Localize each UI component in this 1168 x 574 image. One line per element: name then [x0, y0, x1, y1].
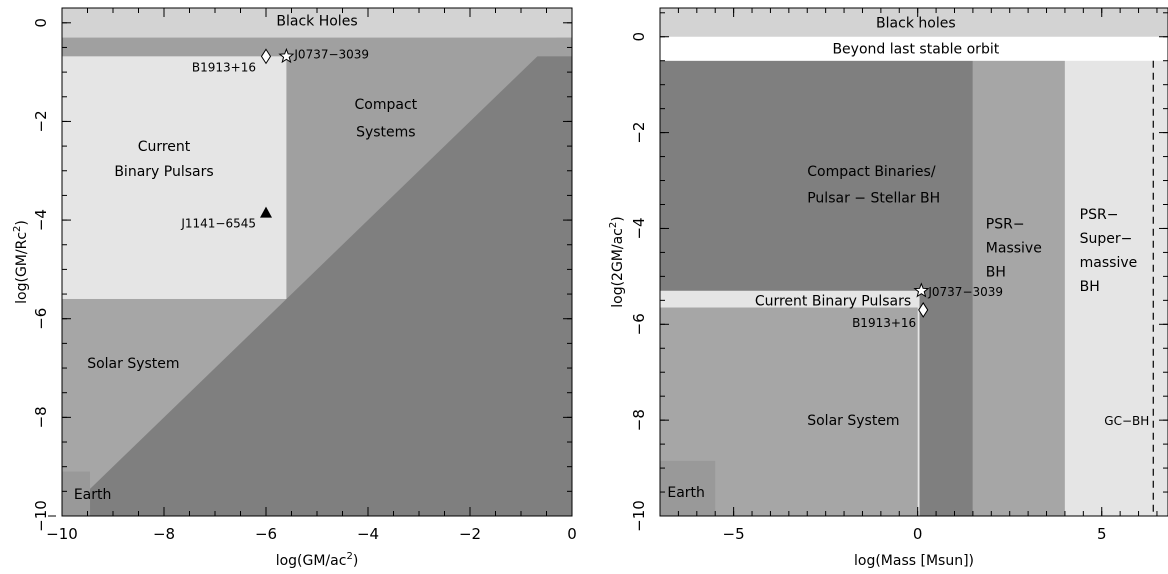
black-holes-label: Black holes [876, 15, 956, 31]
data-point-label: B1913+16 [192, 60, 256, 74]
psr-supermassive-bh-region [1064, 60, 1168, 516]
data-point-marker [260, 206, 272, 218]
data-point-label: J0737−3039 [927, 285, 1003, 299]
beyond-orbit-label: Beyond last stable orbit [832, 42, 999, 58]
earth-label: Earth [74, 487, 112, 503]
psr-massive-label: BH [986, 265, 1006, 281]
gc-bh-label: GC−BH [1104, 414, 1149, 428]
data-point-label: J1141−6545 [180, 217, 256, 231]
psr-massive-label: PSR− [986, 217, 1025, 233]
earth-label: Earth [667, 485, 705, 501]
x-tick-label: 0 [567, 525, 577, 543]
y-tick-label: −4 [630, 217, 648, 239]
y-tick-label: −8 [32, 406, 50, 428]
data-point-label: J0737−3039 [293, 47, 369, 61]
data-point-marker [918, 302, 929, 318]
solar-system-label: Solar System [87, 356, 179, 372]
chart-left-panel: Black Holes Compact Systems Current Binary P… [12, 7, 577, 569]
x-tick-label: −8 [153, 525, 175, 543]
x-tick-label: −10 [46, 525, 78, 543]
binary-pulsars-label: Binary Pulsars [114, 164, 213, 180]
x-tick-label: −4 [357, 525, 379, 543]
x-tick-label: 0 [913, 525, 923, 543]
y-tick-label: −6 [32, 308, 50, 330]
binary-pulsars-label: Current Binary Pulsars [755, 293, 911, 309]
compact-systems-label: Systems [356, 124, 416, 140]
y-tick-label: −10 [32, 500, 50, 532]
data-point-marker [278, 47, 295, 64]
y-tick-label: −2 [32, 110, 50, 132]
y-tick-label: −4 [32, 209, 50, 231]
compact-binaries-label: Compact Binaries/ [807, 164, 936, 180]
y-tick-label: 0 [32, 18, 50, 28]
compact-systems-region [62, 37, 572, 517]
y-axis-label: log(GM/Rc2) [12, 220, 30, 304]
y-tick-label: 0 [630, 32, 648, 42]
psr-supermassive-label: Super− [1080, 231, 1133, 247]
data-point-marker [260, 48, 272, 65]
data-point-label: B1913+16 [852, 316, 916, 330]
psr-supermassive-label: BH [1080, 279, 1100, 295]
binary-pulsars-region [660, 290, 920, 308]
beyond-orbit-region [660, 36, 1168, 61]
y-tick-label: −10 [630, 500, 648, 532]
solar-system-label: Solar System [807, 413, 899, 429]
dark-band-region [62, 37, 572, 57]
compact-systems-label: Compact [355, 97, 418, 113]
psr-supermassive-label: PSR− [1080, 207, 1119, 223]
chart-right-panel: Black holes Beyond last stable orbit Compa… [608, 7, 1168, 569]
y-tick-label: −2 [630, 122, 648, 144]
data-point-marker [913, 282, 930, 298]
y-tick-label: −6 [630, 313, 648, 335]
x-tick-label: −6 [255, 525, 277, 543]
x-tick-label: 5 [1097, 525, 1107, 543]
plot-frame [659, 7, 1168, 517]
psr-supermassive-label: massive [1080, 255, 1138, 271]
y-tick-label: −8 [630, 409, 648, 431]
binary-pulsars-strip [917, 290, 920, 516]
binary-pulsars-label: Current [138, 139, 191, 155]
x-tick-label: −5 [723, 525, 745, 543]
black-holes-label: Black Holes [276, 13, 357, 29]
psr-massive-bh-region [972, 60, 1065, 516]
y-axis-label: log(2GM/ac2) [608, 216, 626, 307]
earth-region [62, 471, 91, 516]
x-tick-label: −2 [459, 525, 481, 543]
psr-massive-label: Massive [986, 241, 1042, 257]
x-axis-label: log(Mass [Msun]) [854, 553, 974, 569]
binary-pulsars-region [62, 56, 287, 299]
x-axis-label: log(GM/ac2) [276, 551, 359, 569]
compact-binaries-label: Pulsar − Stellar BH [807, 190, 940, 206]
earth-region [660, 460, 716, 516]
